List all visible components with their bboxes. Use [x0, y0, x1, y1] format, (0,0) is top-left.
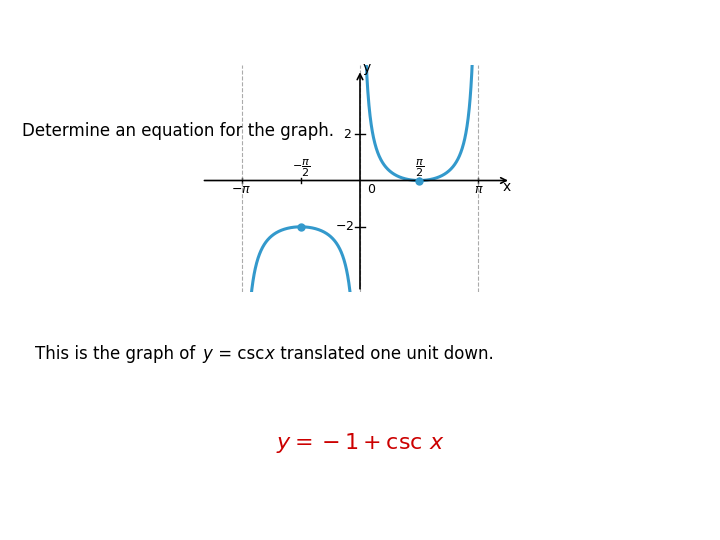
Text: translated one unit down.: translated one unit down. — [275, 345, 494, 363]
Text: $\dfrac{\pi}{2}$: $\dfrac{\pi}{2}$ — [415, 157, 424, 179]
Text: 0: 0 — [367, 183, 375, 196]
Text: 2: 2 — [343, 128, 351, 141]
Text: $-2$: $-2$ — [335, 220, 354, 233]
Text: y: y — [202, 345, 212, 363]
Text: This is the graph of: This is the graph of — [35, 345, 201, 363]
Text: Graph: Graph — [9, 68, 80, 88]
Text: Example 3b  Determining an Equation for a: Example 3b Determining an Equation for a — [35, 17, 543, 37]
Text: Determine an equation for the graph.: Determine an equation for the graph. — [22, 122, 333, 140]
Text: $\pi$: $\pi$ — [474, 183, 483, 196]
Text: x: x — [503, 180, 511, 194]
Text: $-\pi$: $-\pi$ — [231, 183, 251, 196]
Text: PEARSON: PEARSON — [634, 517, 708, 531]
Text: $-\dfrac{\pi}{2}$: $-\dfrac{\pi}{2}$ — [292, 157, 310, 179]
Text: (page 173): (page 173) — [635, 83, 711, 97]
Text: ALWAYS LEARNING: ALWAYS LEARNING — [9, 519, 101, 529]
Text: 59: 59 — [696, 517, 711, 530]
Text: 4.4: 4.4 — [9, 22, 33, 36]
Text: Copyright © 2013, 2009, 2005 Pearson Education, Inc.: Copyright © 2013, 2009, 2005 Pearson Edu… — [226, 519, 494, 529]
Text: = csc: = csc — [213, 345, 270, 363]
Text: $y = -1 + \mathrm{csc}\ x$: $y = -1 + \mathrm{csc}\ x$ — [276, 431, 444, 455]
Text: x: x — [264, 345, 274, 363]
Text: y: y — [363, 60, 371, 75]
